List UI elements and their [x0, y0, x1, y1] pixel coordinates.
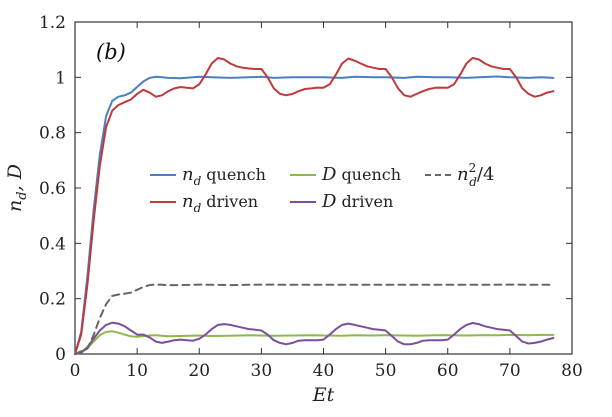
x-tick-label: 0 [70, 361, 81, 381]
y-axis-label: nd, D [4, 164, 30, 212]
legend-label: n2 d/4 [457, 161, 494, 189]
y-tick-label: 0.4 [39, 234, 66, 254]
panel-label: (b) [96, 40, 126, 64]
x-tick-label: 10 [126, 361, 148, 381]
x-tick-label: 70 [499, 361, 521, 381]
legend-label: nd quench [182, 164, 266, 188]
x-tick-label: 30 [251, 361, 273, 381]
series-line-n-d-driven [74, 57, 555, 355]
legend-label: nd driven [182, 191, 258, 215]
y-tick-label: 0.2 [39, 290, 66, 310]
y-tick-label: 0 [55, 345, 66, 365]
x-tick-label: 50 [375, 361, 397, 381]
y-tick-label: 0.8 [39, 124, 66, 144]
y-tick-label: 1.2 [39, 13, 66, 33]
series-group [74, 57, 555, 355]
x-tick-label: 60 [437, 361, 459, 381]
legend-item: nd quench [150, 164, 266, 188]
legend: nd quench nd driven D quench D driven n2 d/4 [150, 161, 494, 215]
y-tick-label: 1 [55, 68, 66, 88]
axes: 0 10 20 30 40 50 60 70 80 0 0.2 0.4 0.6 0.8 1 1.2 Et nd, … [4, 13, 583, 406]
plot-frame [74, 21, 573, 355]
x-tick-label: 80 [561, 361, 583, 381]
series-line-d-quench [74, 330, 555, 355]
series-line-d-driven [74, 321, 555, 355]
legend-item: nd driven [150, 191, 258, 215]
series-line-n-d-quench [74, 75, 555, 355]
x-tick-label: 40 [313, 361, 335, 381]
x-tick-label: 20 [188, 361, 210, 381]
legend-item: n2 d/4 [425, 161, 494, 189]
y-tick-label: 0.6 [39, 179, 66, 199]
series-line-n-d-2-4 [74, 283, 555, 355]
x-axis-label: Et [312, 384, 335, 406]
